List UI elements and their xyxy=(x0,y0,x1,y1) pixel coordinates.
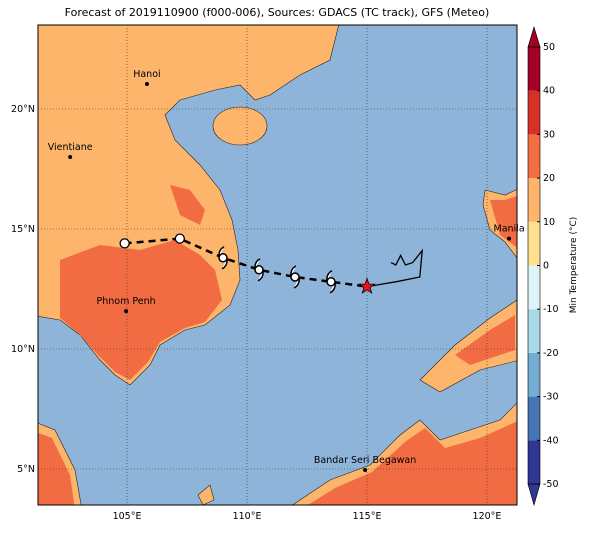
colorbar-tick-label: -10 xyxy=(543,304,559,315)
city-label: Bandar Seri Begawan xyxy=(314,455,416,466)
cyclone-symbol xyxy=(218,246,228,270)
cyclone-symbol xyxy=(290,265,300,289)
map-frame xyxy=(37,24,518,506)
colorbar-band xyxy=(528,134,540,179)
colorbar-band xyxy=(528,352,540,397)
land xyxy=(38,25,517,505)
track-point xyxy=(119,238,130,249)
cyclone-symbol xyxy=(326,270,336,294)
colorbar-tick-label: 0 xyxy=(543,261,549,272)
colorbar-tick-label: 50 xyxy=(543,42,555,53)
current-position xyxy=(358,277,376,295)
analysis-track xyxy=(366,248,424,288)
colorbar-label: Min Temperature (°C) xyxy=(569,217,579,314)
colorbar-band xyxy=(528,440,540,484)
colorbar-band xyxy=(528,90,540,135)
colorbar-band xyxy=(528,309,540,353)
colorbar-tick-label: -40 xyxy=(543,435,559,446)
cyclone-symbol xyxy=(254,258,264,282)
track-point xyxy=(174,233,185,244)
city-dot xyxy=(507,236,512,241)
city-label: Manila xyxy=(494,224,525,235)
city-dot xyxy=(68,155,73,159)
y-tick-label: 20°N xyxy=(11,104,35,115)
y-tick-label: 5°N xyxy=(17,464,35,475)
x-tick-label: 115°E xyxy=(353,511,382,522)
y-tick-label: 15°N xyxy=(11,224,35,235)
x-tick-label: 120°E xyxy=(473,511,502,522)
colorbar-band xyxy=(528,47,540,91)
x-tick-label: 110°E xyxy=(233,511,262,522)
x-tick-label: 105°E xyxy=(113,511,142,522)
colorbar-tick-label: -20 xyxy=(543,348,559,359)
colorbar-tick-label: 40 xyxy=(543,86,555,97)
colorbar-tick-label: 20 xyxy=(543,173,555,184)
colorbar-band xyxy=(528,178,540,222)
city-dot xyxy=(363,467,368,472)
y-tick-label: 10°N xyxy=(11,344,35,355)
colorbar-tick-label: 30 xyxy=(543,129,555,140)
city-dot xyxy=(124,309,129,314)
colorbar-tick-label: 10 xyxy=(543,217,555,228)
city-dot xyxy=(144,82,149,87)
city-label: Hanoi xyxy=(133,69,160,80)
city-label: Phnom Penh xyxy=(97,296,156,307)
city-label: Vientiane xyxy=(48,142,93,153)
colorbar-tick-label: -30 xyxy=(543,392,559,403)
colorbar-extend-low xyxy=(527,483,541,507)
colorbar: -50 -40 -30 -20 -10 0 10 20 30 40 50 xyxy=(527,25,559,507)
colorbar-band xyxy=(528,265,540,310)
colorbar-band xyxy=(528,221,540,266)
colorbar-band xyxy=(528,396,540,441)
title: Forecast of 2019110900 (f000-006), Sourc… xyxy=(65,6,490,19)
colorbar-tick-label: -50 xyxy=(543,479,559,490)
colorbar-extend-high xyxy=(527,25,541,48)
